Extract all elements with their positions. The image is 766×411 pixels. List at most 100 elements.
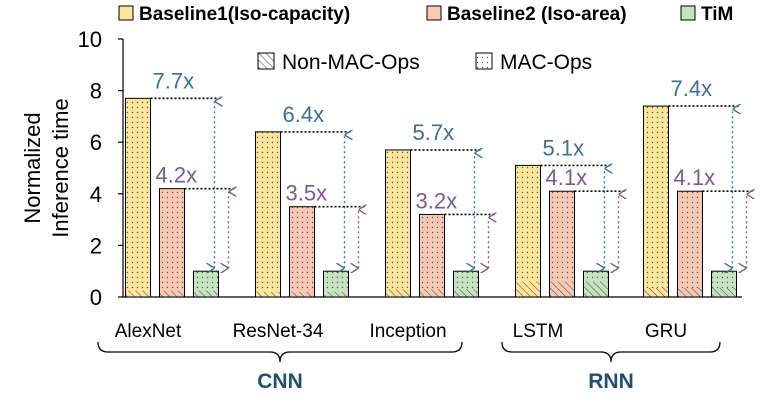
bar-outline [323,270,349,298]
bar-outline [643,105,669,298]
bar-outline [549,190,575,298]
baseline2-speedup-label: 4.1x [674,165,716,190]
y-tick-label: 10 [78,27,102,52]
group-brace [501,341,721,363]
stack-legend-item-1: MAC-Ops [475,51,592,74]
stack-legend-label: Non-MAC-Ops [282,51,420,74]
bar-outline [193,270,219,298]
x-category-label: LSTM [513,321,564,342]
bar-nonmac-pattern [549,281,575,297]
x-category-label: AlexNet [115,321,182,342]
bar-tim-resnet-34 [323,270,349,298]
legend-swatch [426,5,442,21]
bar-nonmac-pattern [515,281,541,297]
bar-baseline1-iso-capacity--gru [643,105,669,298]
bar-outline [583,270,609,298]
bar-baseline2-iso-area--inception [419,213,445,298]
bar-tim-gru [711,270,737,298]
group-label: RNN [588,370,634,393]
bar-nonmac-pattern [193,290,219,297]
legend-item-2: TiM [680,4,733,25]
bar-baseline1-iso-capacity--inception [385,149,411,298]
bar-outline [419,213,445,298]
stack-legend-label: MAC-Ops [500,51,592,74]
bar-baseline2-iso-area--alexnet [159,188,185,298]
bar-baseline2-iso-area--gru [677,190,703,298]
bar-mac-pattern [159,188,185,291]
bar-baseline1-iso-capacity--lstm [515,164,541,298]
bar-mac-pattern [125,98,151,291]
bar-mac-pattern [549,191,575,282]
x-category-label: Inception [369,321,446,342]
legend-label: Baseline1(Iso-capacity) [139,4,350,25]
bar-outline [289,206,315,298]
stack-legend-swatch [257,52,275,70]
bar-tim-inception [453,270,479,298]
y-tick-label: 4 [90,182,102,207]
bar-mac-pattern [289,206,315,292]
bar-nonmac-pattern [385,289,411,297]
bar-nonmac-pattern [711,287,737,297]
legend-label: TiM [701,4,733,25]
y-tick-label: 0 [90,285,102,310]
bar-baseline2-iso-area--resnet-34 [289,206,315,298]
y-tick-label: 2 [90,233,102,258]
bar-outline [125,97,151,298]
bar-mac-pattern [385,149,411,290]
stack-legend-item-0: Non-MAC-Ops [257,51,420,74]
bar-nonmac-pattern [643,287,669,297]
bar-outline [711,270,737,298]
bar-nonmac-pattern [255,291,281,297]
y-tick-label: 6 [90,130,102,155]
bar-mac-pattern [453,271,479,290]
bar-outline [159,188,185,298]
baseline2-speedup-label: 4.1x [546,165,588,190]
bar-mac-pattern [711,271,737,288]
bar-outline [515,164,541,298]
bar-nonmac-pattern [453,289,479,297]
bar-mac-pattern [643,106,669,288]
bar-mac-pattern [255,131,281,292]
bar-mac-pattern [419,214,445,290]
bar-mac-pattern [323,271,349,292]
bar-outline [453,270,479,298]
x-category-label: ResNet-34 [233,321,324,342]
bar-mac-pattern [677,191,703,288]
bar-mac-pattern [515,165,541,282]
baseline1-speedup-label: 5.1x [543,135,585,160]
bar-mac-pattern [193,271,219,291]
group-label: CNN [257,370,303,393]
group-brace [97,341,463,363]
bar-nonmac-pattern [289,291,315,297]
bar-nonmac-pattern [125,290,151,297]
bar-mac-pattern [583,271,609,282]
bar-baseline1-iso-capacity--alexnet [125,97,151,298]
baseline1-speedup-label: 7.7x [153,68,195,93]
legend-swatch [118,5,134,21]
x-category-label: GRU [645,321,687,342]
bar-tim-lstm [583,270,609,298]
bar-outline [255,131,281,298]
stack-legend-swatch [475,52,493,70]
bar-nonmac-pattern [419,289,445,297]
baseline1-speedup-label: 5.7x [413,120,455,145]
legend-item-0: Baseline1(Iso-capacity) [118,4,350,25]
bar-baseline1-iso-capacity--resnet-34 [255,131,281,298]
baseline1-speedup-label: 7.4x [671,76,713,101]
bar-baseline2-iso-area--lstm [549,190,575,298]
bar-tim-alexnet [193,270,219,298]
bar-outline [677,190,703,298]
bar-nonmac-pattern [677,287,703,297]
legend-swatch [680,5,696,21]
baseline2-speedup-label: 3.5x [286,181,328,206]
legend-label: Baseline2 (Iso-area) [447,4,627,25]
y-tick-label: 8 [90,79,102,104]
bar-nonmac-pattern [583,281,609,297]
baseline2-speedup-label: 4.2x [156,163,198,188]
bar-outline [385,149,411,298]
legend-item-1: Baseline2 (Iso-area) [426,4,627,25]
baseline2-speedup-label: 3.2x [416,188,458,213]
baseline1-speedup-label: 6.4x [283,102,325,127]
bar-nonmac-pattern [159,290,185,297]
